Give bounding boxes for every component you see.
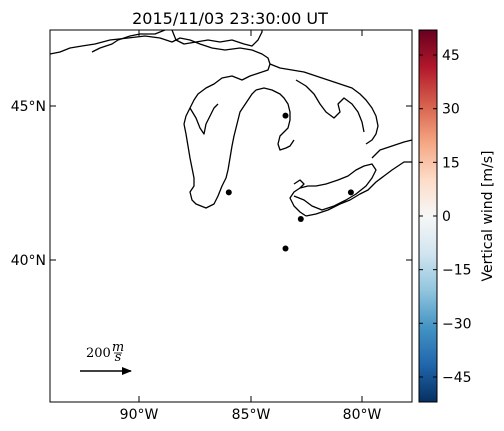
reference-vector-unit-numerator: m (112, 340, 124, 355)
coastline-lower-michigan-east (255, 87, 295, 151)
station-marker-1 (282, 112, 289, 119)
colorbar-tick-label-3: 0 (442, 209, 451, 225)
coastline-green-bay (189, 103, 219, 135)
latitude-ticks: 45°N 40°N (11, 99, 412, 269)
lon-tick-label-80: 80°W (343, 407, 382, 423)
station-marker-4 (347, 189, 354, 196)
station-marker-0 (225, 189, 232, 196)
coastline-lake-erie (289, 163, 377, 217)
colorbar-tick-label-4: −15 (442, 263, 472, 279)
station-marker-3 (282, 245, 289, 252)
map-panel: 200 m s (49, 29, 413, 403)
lat-tick-label-45: 45°N (11, 99, 46, 115)
station-markers (225, 112, 354, 252)
coastline-lake-st-clair (293, 179, 305, 189)
coastline-lake-superior-south (49, 35, 271, 73)
coastline-upper-peninsula (183, 71, 263, 125)
colorbar: 45 30 15 0 −15 −30 −45 Vertical wind [m/s] (418, 29, 496, 403)
coastline-lake-michigan-west (183, 123, 229, 209)
colorbar-label: Vertical wind [m/s] (480, 151, 496, 282)
map-title: 2015/11/03 23:30:00 UT (132, 9, 328, 28)
coastline-georgian-bay (295, 79, 365, 133)
coastline-lake-superior-north (91, 29, 263, 53)
colorbar-tick-label-0: 45 (442, 48, 460, 64)
longitude-ticks: 90°W 85°W 80°W (120, 30, 382, 423)
coastline-lower-michigan-west (227, 89, 257, 171)
colorbar-tick-label-1: 30 (442, 102, 460, 118)
reference-vector-unit-denominator: s (115, 350, 122, 365)
station-marker-2 (297, 216, 304, 222)
lat-tick-label-40: 40°N (11, 253, 46, 269)
coastline-ohio-shore (305, 161, 412, 217)
colorbar-ticks: 45 30 15 0 −15 −30 −45 (419, 48, 472, 386)
coastline-lake-ontario (371, 139, 413, 159)
colorbar-tick-label-6: −45 (442, 370, 472, 386)
reference-vector: 200 m s (80, 340, 132, 375)
colorbar-tick-label-5: −30 (442, 316, 472, 332)
reference-vector-value: 200 (86, 346, 111, 361)
coastline-lake-huron-east (269, 63, 379, 145)
lon-tick-label-90: 90°W (120, 407, 159, 423)
map-frame (49, 29, 413, 403)
lon-tick-label-85: 85°W (232, 407, 271, 423)
colorbar-tick-label-2: 15 (442, 155, 460, 171)
coastlines (49, 29, 413, 217)
